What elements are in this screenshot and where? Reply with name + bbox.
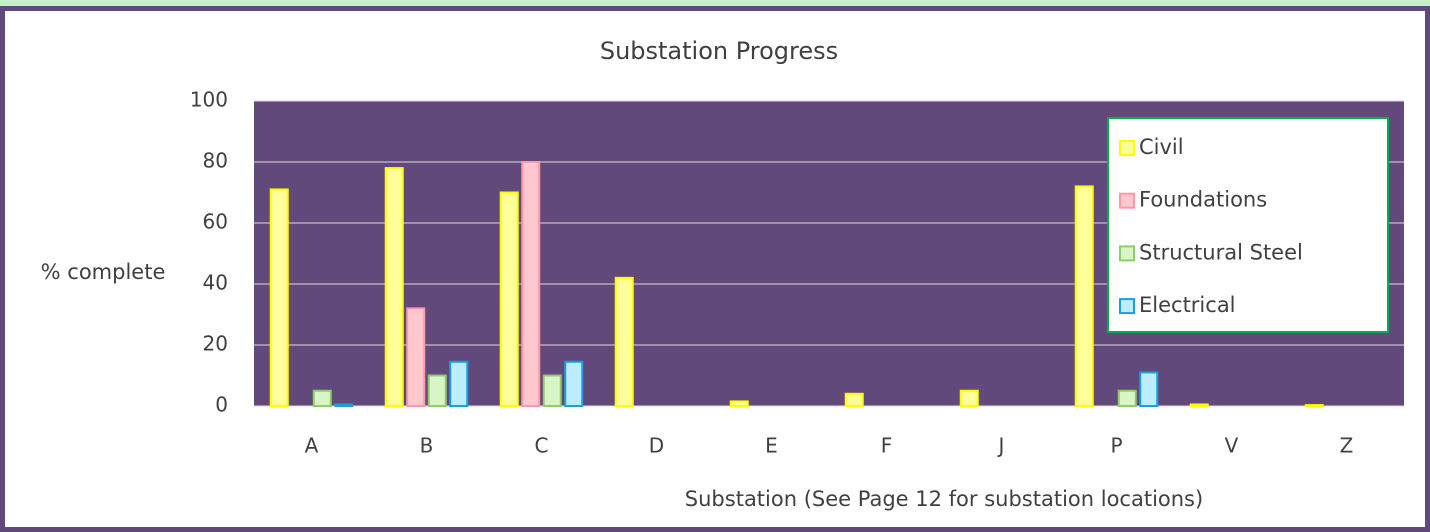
- bar: [312, 389, 332, 407]
- legend-swatch: [1119, 192, 1135, 209]
- bar: [269, 188, 289, 407]
- bar: [844, 392, 864, 407]
- bar: [449, 360, 469, 407]
- x-tick-label: Z: [1340, 434, 1354, 458]
- y-tick-label: 80: [203, 149, 228, 173]
- legend-label: Electrical: [1139, 293, 1236, 317]
- chart-frame: Substation Progress % complete Substatio…: [0, 6, 1430, 532]
- bar: [1304, 404, 1324, 407]
- bar: [1074, 185, 1094, 407]
- x-tick-label: V: [1225, 434, 1239, 458]
- legend-swatch: [1119, 298, 1135, 315]
- legend-swatch: [1119, 245, 1135, 262]
- x-tick-label: P: [1110, 434, 1122, 458]
- bar: [1139, 371, 1159, 408]
- x-tick-label: C: [535, 434, 549, 458]
- x-tick-label: B: [420, 434, 434, 458]
- y-tick-label: 60: [203, 210, 228, 234]
- x-tick-label: E: [765, 434, 778, 458]
- y-axis-title: % complete: [41, 260, 166, 284]
- legend-label: Foundations: [1139, 188, 1267, 212]
- y-tick-label: 100: [190, 88, 228, 112]
- legend-swatch: [1119, 140, 1135, 156]
- bar: [1189, 403, 1209, 408]
- bar: [384, 167, 404, 407]
- bar: [427, 374, 447, 407]
- bar: [521, 161, 541, 407]
- x-tick-label: D: [649, 434, 664, 458]
- x-axis-title: Substation (See Page 12 for substation l…: [685, 487, 1203, 511]
- x-tick-label: J: [997, 434, 1005, 458]
- bar: [729, 400, 749, 407]
- chart-title: Substation Progress: [600, 37, 838, 65]
- bar: [564, 360, 584, 407]
- bar: [959, 389, 979, 407]
- legend-label: Structural Steel: [1139, 240, 1303, 264]
- bar: [614, 276, 634, 407]
- legend-label: Civil: [1139, 135, 1184, 159]
- y-tick-label: 0: [215, 393, 228, 417]
- y-tick-label: 40: [203, 271, 228, 295]
- bar: [499, 191, 519, 407]
- x-tick-label: F: [881, 434, 893, 458]
- bar: [406, 307, 426, 407]
- y-tick-label: 20: [203, 332, 228, 356]
- bar: [1117, 389, 1137, 407]
- bar: [542, 374, 562, 407]
- x-tick-label: A: [305, 434, 319, 458]
- bar: [334, 403, 354, 408]
- legend-box: [1107, 117, 1389, 333]
